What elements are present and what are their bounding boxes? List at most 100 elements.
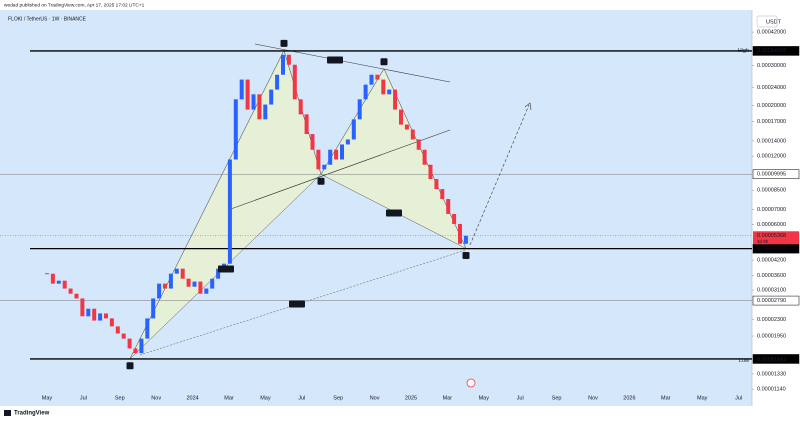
y-tick-label: 0.00006000 xyxy=(757,222,786,228)
pattern-point-box xyxy=(380,58,388,66)
candle xyxy=(86,308,91,317)
y-tick-label: 0.00024000 xyxy=(757,85,786,91)
candle xyxy=(56,280,61,284)
candle xyxy=(363,84,368,100)
x-tick-label: Jul xyxy=(298,395,305,401)
candle xyxy=(399,109,403,125)
candle xyxy=(434,179,439,190)
candle xyxy=(180,268,185,279)
level-label-box xyxy=(752,295,800,306)
candle xyxy=(416,139,421,150)
candle xyxy=(404,124,409,130)
pattern-point-box xyxy=(126,362,134,370)
high-label: 0.00034900 xyxy=(757,48,786,54)
y-tick-label: 0.00002300 xyxy=(757,317,786,323)
x-tick-label: Sep xyxy=(552,395,562,401)
candle xyxy=(74,293,79,299)
plot-background xyxy=(0,10,752,406)
candle xyxy=(387,89,392,95)
candle xyxy=(50,273,55,284)
level-label-box xyxy=(752,46,800,56)
candle xyxy=(292,64,297,100)
level-label-box xyxy=(752,354,800,364)
candle xyxy=(345,139,350,145)
symbol: FLOKI / TetherUS · 1W · BINANCE xyxy=(8,16,87,22)
last-price-box xyxy=(753,231,799,245)
candle xyxy=(245,79,250,110)
y-tick-label: 0.00042000 xyxy=(757,30,786,36)
candle xyxy=(139,338,144,354)
candle xyxy=(115,326,120,334)
x-tick-label: Mar xyxy=(443,395,453,401)
trend-line xyxy=(139,249,467,356)
candle xyxy=(98,313,103,321)
candle xyxy=(298,99,303,115)
ratio-label: 0.359 xyxy=(329,57,341,62)
candle xyxy=(133,348,138,354)
candle xyxy=(428,164,433,180)
pattern-point-label: C xyxy=(382,59,386,64)
x-tick-label: Jul xyxy=(80,395,87,401)
brand: TradingView xyxy=(14,411,50,417)
pattern-point-box xyxy=(317,177,325,185)
candle xyxy=(251,94,256,110)
y-tick-label: 0.00004200 xyxy=(757,258,786,264)
x-tick-label: Nov xyxy=(151,395,161,401)
candle xyxy=(174,268,179,274)
candle xyxy=(393,89,398,110)
event-icon[interactable] xyxy=(466,378,476,388)
x-tick-label: 2025 xyxy=(405,395,417,401)
candle xyxy=(210,278,215,289)
candle xyxy=(92,308,97,321)
ratio-box xyxy=(327,56,343,64)
x-tick-label: May xyxy=(479,395,490,401)
pattern-point-label: B xyxy=(319,178,322,183)
candle xyxy=(375,74,380,80)
trend-line xyxy=(227,129,451,211)
ratio-box xyxy=(289,300,305,308)
candle xyxy=(446,199,451,214)
currency: USDT xyxy=(766,19,782,25)
x-tick-label: Mar xyxy=(224,395,234,401)
candle xyxy=(168,273,173,289)
candle xyxy=(186,278,191,287)
y-tick-label: 0.00007000 xyxy=(757,207,786,213)
candle xyxy=(310,134,315,150)
pattern-point-label: X xyxy=(128,363,131,368)
x-tick-label: Nov xyxy=(588,395,598,401)
x-tick-label: May xyxy=(697,395,708,401)
candle xyxy=(198,281,203,294)
candle xyxy=(151,298,156,319)
candle xyxy=(410,129,415,140)
x-tick-label: 2024 xyxy=(186,395,198,401)
candle xyxy=(452,213,457,224)
pattern-point-label: A xyxy=(282,41,285,46)
y-tick-label: 0.00020000 xyxy=(757,103,786,109)
y-tick-label: 0.00012000 xyxy=(757,154,786,160)
publisher: wedad published on TradingView.com, Apr … xyxy=(4,2,145,8)
candle xyxy=(281,54,285,75)
level-label: 0.00002790 xyxy=(757,298,786,304)
candle xyxy=(369,74,374,85)
x-tick-label: Sep xyxy=(333,395,343,401)
last-price-label: 0.00005368 xyxy=(757,233,786,239)
y-tick-label: 0.00030000 xyxy=(757,63,786,69)
candle xyxy=(163,283,167,289)
low-label: 0.00001524 xyxy=(757,358,786,364)
candle xyxy=(340,144,344,160)
candle xyxy=(316,149,321,170)
candle xyxy=(45,273,49,275)
y-tick-label: 0.00017000 xyxy=(757,119,786,125)
x-tick-label: 2026 xyxy=(623,395,635,401)
candle xyxy=(269,89,274,105)
low-name: Low xyxy=(739,358,749,364)
ratio-label: 0.786 xyxy=(220,266,232,271)
candle xyxy=(381,79,386,95)
y-tick-label: 0.00001140 xyxy=(757,387,786,393)
y-tick-label: 0.00003600 xyxy=(757,273,786,279)
high-name: High xyxy=(738,48,749,54)
x-tick-label: May xyxy=(42,395,53,401)
pattern-point-box xyxy=(280,39,288,47)
ratio-label: 1.393 xyxy=(388,210,400,215)
level-label: 0.00004715 xyxy=(757,246,786,252)
